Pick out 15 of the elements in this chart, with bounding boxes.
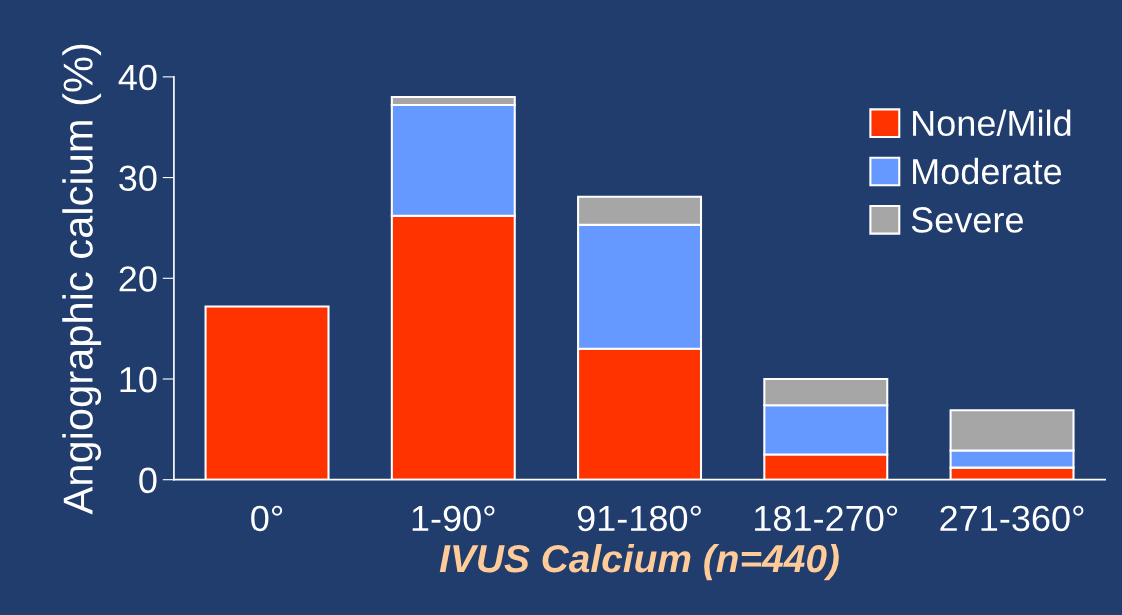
y-tick-label: 40 (118, 64, 157, 91)
legend-label: Severe (911, 207, 1023, 233)
y-tick-label: 30 (119, 165, 157, 192)
x-axis-title: IVUS Calcium (n=440) (439, 543, 839, 581)
y-tick-label: 20 (119, 266, 157, 292)
x-tick-label: 0° (251, 505, 283, 532)
legend-label: None/Mild (913, 109, 1071, 137)
y-tick-label: 0 (139, 467, 157, 494)
legend-label: Moderate (913, 157, 1062, 185)
x-tick-label: 91-180° (577, 505, 701, 532)
x-tick-label: 181-270° (755, 505, 898, 532)
y-tick-label: 10 (120, 366, 157, 393)
y-axis-title: Angiographic calcium (%) (62, 44, 102, 515)
x-tick-label: 271-360° (940, 505, 1084, 532)
x-tick-label: 1-90° (412, 505, 495, 532)
